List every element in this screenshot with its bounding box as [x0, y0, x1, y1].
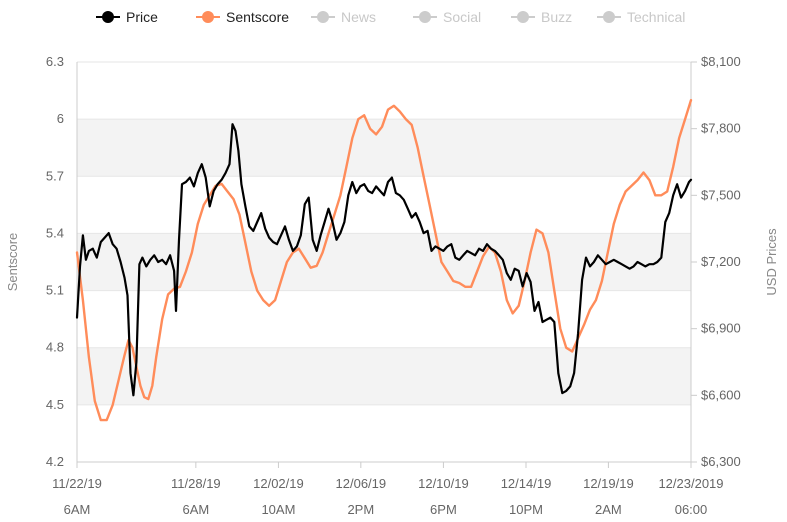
left-tick-label: 4.8: [46, 340, 64, 355]
x-tick-date: 12/19/19: [583, 476, 634, 491]
left-tick-label: 4.2: [46, 454, 64, 469]
x-tick-date: 12/23/2019: [658, 476, 723, 491]
series-line-sentscore: [75, 98, 693, 422]
x-tick-time: 6AM: [182, 502, 209, 517]
legend-marker-technical: [603, 11, 615, 23]
right-tick-label: $6,600: [701, 387, 741, 402]
legend-label-sentscore: Sentscore: [226, 9, 289, 25]
x-tick-date: 11/22/19: [52, 476, 102, 491]
x-tick-date: 11/28/19: [171, 476, 221, 491]
right-axis-title: USD Prices: [764, 228, 779, 296]
right-tick-label: $8,100: [701, 54, 741, 69]
right-tick-label: $7,200: [701, 254, 741, 269]
legend-marker-news: [317, 11, 329, 23]
right-tick-label: $7,800: [701, 121, 741, 136]
background-band: [77, 62, 691, 120]
left-tick-label: 5.7: [46, 168, 64, 183]
x-tick-time: 2PM: [347, 502, 374, 517]
left-axis-title: Sentscore: [5, 233, 20, 292]
right-tick-label: $6,300: [701, 454, 741, 469]
legend-label-technical: Technical: [627, 9, 685, 25]
x-tick-time: 6AM: [64, 502, 91, 517]
series-lines: [75, 98, 693, 422]
legend: Price Sentscore News Social Buzz Technical: [96, 9, 685, 25]
legend-label-social: Social: [443, 9, 481, 25]
x-tick-time: 10PM: [509, 502, 543, 517]
right-tick-label: $7,500: [701, 187, 741, 202]
background-band: [77, 233, 691, 291]
left-tick-label: 5.4: [46, 225, 64, 240]
legend-label-buzz: Buzz: [541, 9, 572, 25]
background-band: [77, 347, 691, 405]
background-band: [77, 404, 691, 462]
legend-marker-sentscore: [202, 11, 214, 23]
background-band: [77, 176, 691, 234]
left-tick-label: 5.1: [46, 283, 64, 298]
x-tick-time: 10AM: [261, 502, 295, 517]
x-tick-date: 12/06/19: [336, 476, 387, 491]
x-tick-time: 06:00: [675, 502, 708, 517]
left-axis-ticks: 4.2 4.5 4.8 5.1 5.4 5.7 6 6.3: [46, 54, 64, 469]
right-tick-label: $6,900: [701, 321, 741, 336]
background-band: [77, 290, 691, 348]
x-axis-ticks: 11/22/19 6AM 11/28/19 6AM 12/02/19 10AM 12/06/…: [52, 462, 724, 517]
legend-marker-price: [102, 11, 114, 23]
legend-label-price: Price: [126, 9, 158, 25]
x-tick-date: 12/10/19: [418, 476, 469, 491]
left-tick-label: 6: [57, 111, 64, 126]
left-tick-label: 4.5: [46, 397, 64, 412]
x-tick-date: 12/02/19: [253, 476, 304, 491]
legend-label-news: News: [341, 9, 376, 25]
left-tick-label: 6.3: [46, 54, 64, 69]
right-axis-ticks: $6,300 $6,600 $6,900 $7,200 $7,500 $7,800 $8,1…: [691, 54, 741, 469]
background-band: [77, 119, 691, 177]
legend-marker-buzz: [517, 11, 529, 23]
series-line-price: [75, 123, 693, 397]
x-tick-date: 12/14/19: [501, 476, 552, 491]
x-tick-time: 6PM: [430, 502, 457, 517]
legend-marker-social: [419, 11, 431, 23]
x-tick-time: 2AM: [595, 502, 622, 517]
